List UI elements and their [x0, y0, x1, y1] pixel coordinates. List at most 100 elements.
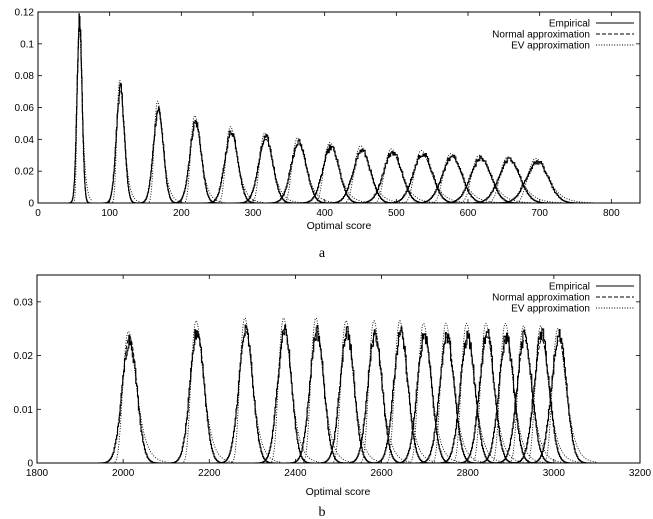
- ev-approx-curve: [342, 320, 411, 463]
- legend-label: EV approximation: [511, 304, 590, 315]
- y-tick-label: 0.1: [20, 39, 34, 50]
- legend-label: Empirical: [549, 19, 590, 30]
- x-tick-label: 600: [460, 208, 477, 219]
- empirical-histogram: [214, 324, 281, 463]
- ticks-a: 0 100 200 300 400 500 600 700 800 0 0.02 0.04 0.06 0.…: [15, 8, 640, 219]
- empirical-histogram: [253, 324, 320, 463]
- empirical-histogram: [264, 139, 338, 203]
- ev-approx-curve: [96, 330, 167, 463]
- ev-approx-curve: [202, 126, 265, 203]
- empirical-histogram: [169, 120, 225, 203]
- normal-approx-curve: [285, 330, 353, 463]
- curve-group: [96, 317, 597, 463]
- empirical-histogram: [414, 332, 484, 463]
- normal-approx-curve: [454, 336, 524, 463]
- panel-label-b: b: [319, 505, 326, 519]
- y-tick-label: 0.03: [14, 297, 34, 308]
- normal-approx-curve: [202, 132, 264, 203]
- ev-approx-curve: [68, 25, 93, 203]
- empirical-histogram: [490, 329, 562, 463]
- x-tick-label: 2000: [112, 468, 135, 479]
- empirical-histogram: [461, 157, 563, 203]
- x-tick-label: 700: [531, 208, 548, 219]
- y-tick-label: 0.02: [14, 351, 34, 362]
- ev-approx-curve: [165, 320, 233, 463]
- ev-approx-curve: [525, 328, 597, 463]
- empirical-histogram: [202, 130, 264, 203]
- plot-area-b: [36, 274, 641, 464]
- normal-approx-curve: [351, 153, 439, 203]
- y-tick-label: 0.04: [15, 135, 35, 146]
- x-tick-label: 2200: [198, 468, 221, 479]
- x-tick-label: 400: [316, 208, 333, 219]
- x-tick-label: 2600: [370, 468, 393, 479]
- ev-approx-curve: [102, 79, 141, 203]
- normal-approx-curve: [294, 146, 372, 203]
- empirical-histogram: [102, 83, 141, 203]
- ev-approx-curve: [392, 322, 461, 463]
- curves-a: [67, 13, 593, 203]
- legend-label: Empirical: [549, 282, 590, 293]
- normal-approx-curve: [434, 157, 532, 203]
- ev-approx-curve: [233, 132, 302, 203]
- normal-approx-curve: [461, 159, 563, 203]
- empirical-histogram: [165, 329, 233, 463]
- x-tick-label: 1800: [26, 468, 49, 479]
- empirical-histogram: [136, 106, 184, 203]
- normal-approx-curve: [96, 336, 167, 463]
- x-tick-label: 100: [101, 208, 118, 219]
- ev-approx-curve: [379, 150, 471, 203]
- x-tick-label: 800: [603, 208, 620, 219]
- empirical-histogram: [434, 330, 505, 463]
- normal-approx-curve: [342, 333, 411, 463]
- curves-b: [96, 317, 597, 463]
- empirical-histogram: [434, 155, 532, 203]
- y-tick-label: 0.01: [14, 405, 34, 416]
- x-tick-label: 500: [388, 208, 405, 219]
- ev-approx-curve: [169, 114, 225, 203]
- empirical-histogram: [473, 332, 544, 463]
- ticks-b: 1800 2000 2200 2400 2600 2800 3000 3200 0 0.01 0.0…: [14, 275, 652, 479]
- y-tick-label: 0: [27, 459, 33, 470]
- panel-label-a: a: [319, 246, 326, 261]
- legend-label: Normal approximation: [492, 293, 590, 304]
- empirical-histogram: [342, 329, 411, 463]
- y-tick-label: 0: [28, 199, 34, 210]
- ev-approx-curve: [508, 325, 580, 463]
- x-tick-label: 2400: [284, 468, 307, 479]
- empirical-histogram: [96, 334, 167, 463]
- x-axis-label-a: Optimal score: [307, 220, 372, 232]
- x-tick-label: 200: [173, 208, 190, 219]
- normal-approx-curve: [102, 89, 141, 203]
- x-tick-label: 3200: [629, 468, 652, 479]
- empirical-histogram: [233, 134, 302, 203]
- ev-approx-curve: [136, 100, 184, 203]
- empirical-histogram: [454, 329, 524, 463]
- ev-approx-curve: [294, 142, 372, 203]
- legend-label: Normal approximation: [492, 30, 590, 41]
- normal-approx-curve: [322, 149, 406, 203]
- y-tick-label: 0.02: [15, 167, 35, 178]
- curve-group: [67, 13, 593, 203]
- normal-approx-curve: [434, 336, 505, 463]
- normal-approx-curve: [169, 122, 225, 203]
- normal-approx-curve: [488, 161, 593, 203]
- normal-approx-curve: [136, 110, 184, 203]
- empirical-histogram: [315, 326, 383, 463]
- x-tick-label: 3000: [543, 468, 566, 479]
- empirical-histogram: [488, 160, 593, 203]
- empirical-histogram: [392, 333, 461, 463]
- x-tick-label: 300: [245, 208, 262, 219]
- empirical-histogram: [508, 328, 580, 463]
- x-tick-label: 2800: [457, 468, 480, 479]
- x-axis-label-b: Optimal score: [306, 486, 371, 498]
- ev-approx-curve: [264, 137, 338, 203]
- y-tick-label: 0.08: [15, 71, 35, 82]
- x-tick-label: 0: [35, 208, 41, 219]
- normal-approx-curve: [407, 156, 502, 203]
- empirical-histogram: [351, 151, 439, 203]
- ev-approx-curve: [461, 156, 563, 203]
